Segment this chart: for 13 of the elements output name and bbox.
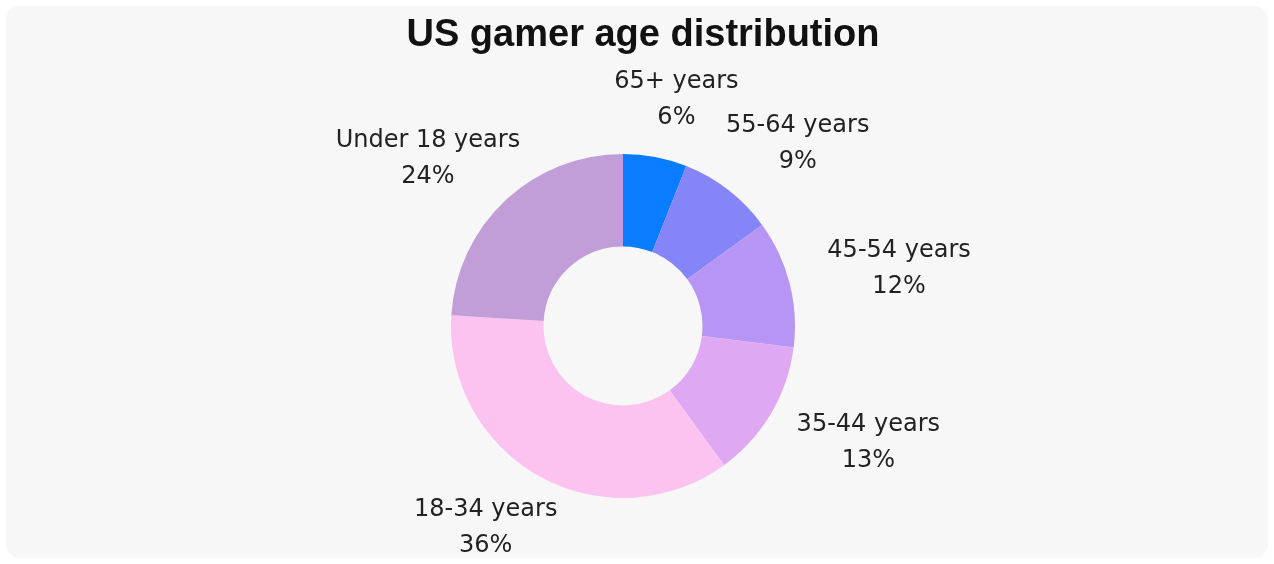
slice-label: 55-64 years bbox=[725, 110, 870, 139]
slice-label: 35-44 years bbox=[796, 409, 941, 438]
slice-label: 18-34 years bbox=[413, 493, 558, 522]
data-label: 36% bbox=[459, 529, 513, 558]
chart-title: US gamer age distribution bbox=[405, 12, 881, 55]
data-label: 13% bbox=[841, 445, 895, 474]
slice-label: Under 18 years bbox=[335, 124, 521, 153]
data-label: 12% bbox=[872, 271, 926, 300]
data-label: 6% bbox=[657, 102, 696, 131]
slice-label: 45-54 years bbox=[827, 235, 971, 264]
slice-label: 65+ years bbox=[614, 66, 739, 95]
data-label: 24% bbox=[401, 160, 455, 189]
data-label: 9% bbox=[778, 146, 817, 175]
